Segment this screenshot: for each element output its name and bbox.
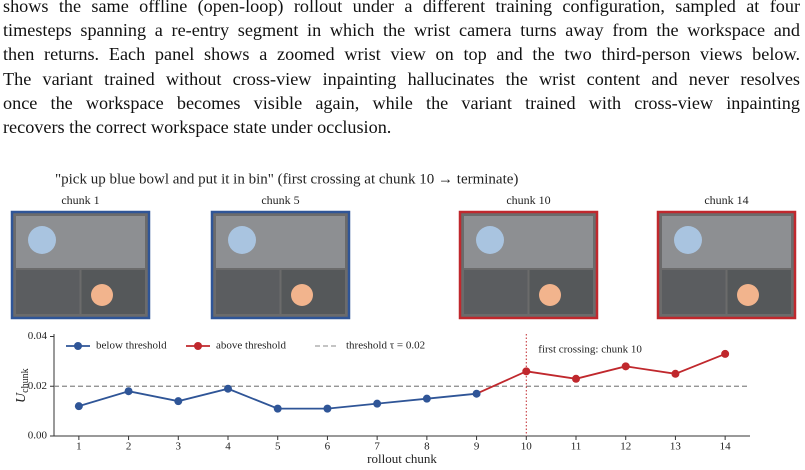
x-tick-label: 7 (374, 441, 380, 453)
paragraph: shows the same offline (open-loop) rollo… (3, 0, 800, 139)
point (323, 404, 332, 413)
panel-border (10, 210, 151, 320)
bowl (737, 284, 759, 306)
third-person-view (281, 270, 345, 314)
third-person-view (464, 270, 528, 314)
legend-label: threshold τ = 0.02 (346, 340, 425, 352)
point (522, 367, 531, 376)
x-tick-label: 11 (571, 441, 582, 453)
point (472, 389, 481, 398)
point (572, 374, 580, 383)
x-tick-label: 2 (126, 441, 132, 453)
legend-label: above threshold (216, 340, 286, 352)
y-label-main: U (14, 392, 29, 403)
y-tick-label: 0.02 (28, 380, 47, 392)
x-tick-label: 9 (474, 441, 480, 453)
text-line: shows the same offline (open-loop) rollo… (3, 0, 800, 16)
text-line: then returns. Each panel shows a zoomed … (3, 44, 800, 65)
panel-label: chunk 1 (61, 193, 99, 207)
panel-label: chunk 10 (506, 193, 550, 207)
third-person-view (727, 270, 791, 314)
text-line: timesteps spanning a re-entry segment in… (3, 20, 800, 41)
point (174, 397, 183, 406)
y-tick-label: 0.04 (28, 330, 48, 342)
y-tick-label: 0.00 (28, 430, 48, 442)
bowl (291, 284, 313, 306)
panel-border (656, 210, 797, 320)
point (721, 349, 730, 358)
figure-title: "pick up blue bowl and put it in bin" (f… (55, 171, 518, 187)
panel-label: chunk 14 (704, 193, 748, 207)
point (621, 362, 630, 371)
x-tick-label: 1 (76, 441, 82, 453)
third-person-view (81, 270, 145, 314)
y-axis-label: Uchunk (14, 368, 31, 403)
bowl (539, 284, 561, 306)
third-person-view (216, 270, 280, 314)
third-person-view (662, 270, 726, 314)
legend-label: below threshold (96, 340, 167, 352)
x-axis-label: rollout chunk (367, 451, 437, 466)
panel-border (458, 210, 599, 320)
x-tick-label: 14 (720, 441, 732, 453)
legend-marker (194, 342, 202, 350)
point (74, 402, 83, 411)
point (273, 404, 282, 413)
point (671, 369, 680, 378)
x-tick-label: 12 (620, 441, 631, 453)
text-line: The variant trained without cross-view i… (3, 68, 800, 89)
point (373, 399, 382, 408)
point (224, 384, 232, 393)
legend-marker (74, 342, 82, 350)
bowl (91, 284, 113, 306)
panel-label: chunk 5 (261, 193, 299, 207)
connector (476, 370, 527, 395)
x-tick-label: 5 (275, 441, 281, 453)
x-tick-label: 8 (424, 441, 430, 453)
x-tick-label: 3 (176, 441, 182, 453)
bowl (674, 226, 702, 254)
text-line: once the workspace becomes visible again… (3, 92, 800, 113)
x-tick-label: 13 (670, 441, 682, 453)
third-person-view (529, 270, 593, 314)
third-person-view (16, 270, 80, 314)
panel-border (210, 210, 351, 320)
x-tick-label: 10 (521, 441, 533, 453)
x-tick-label: 4 (225, 441, 231, 453)
text-line: recovers the correct workspace state und… (3, 117, 392, 138)
y-label-sub: chunk (20, 368, 31, 392)
bowl (28, 226, 56, 254)
bowl (476, 226, 504, 254)
x-tick-label: 6 (325, 441, 331, 453)
crossing-label: first crossing: chunk 10 (538, 344, 642, 356)
point (422, 394, 431, 403)
point (124, 387, 133, 396)
bowl (228, 226, 256, 254)
